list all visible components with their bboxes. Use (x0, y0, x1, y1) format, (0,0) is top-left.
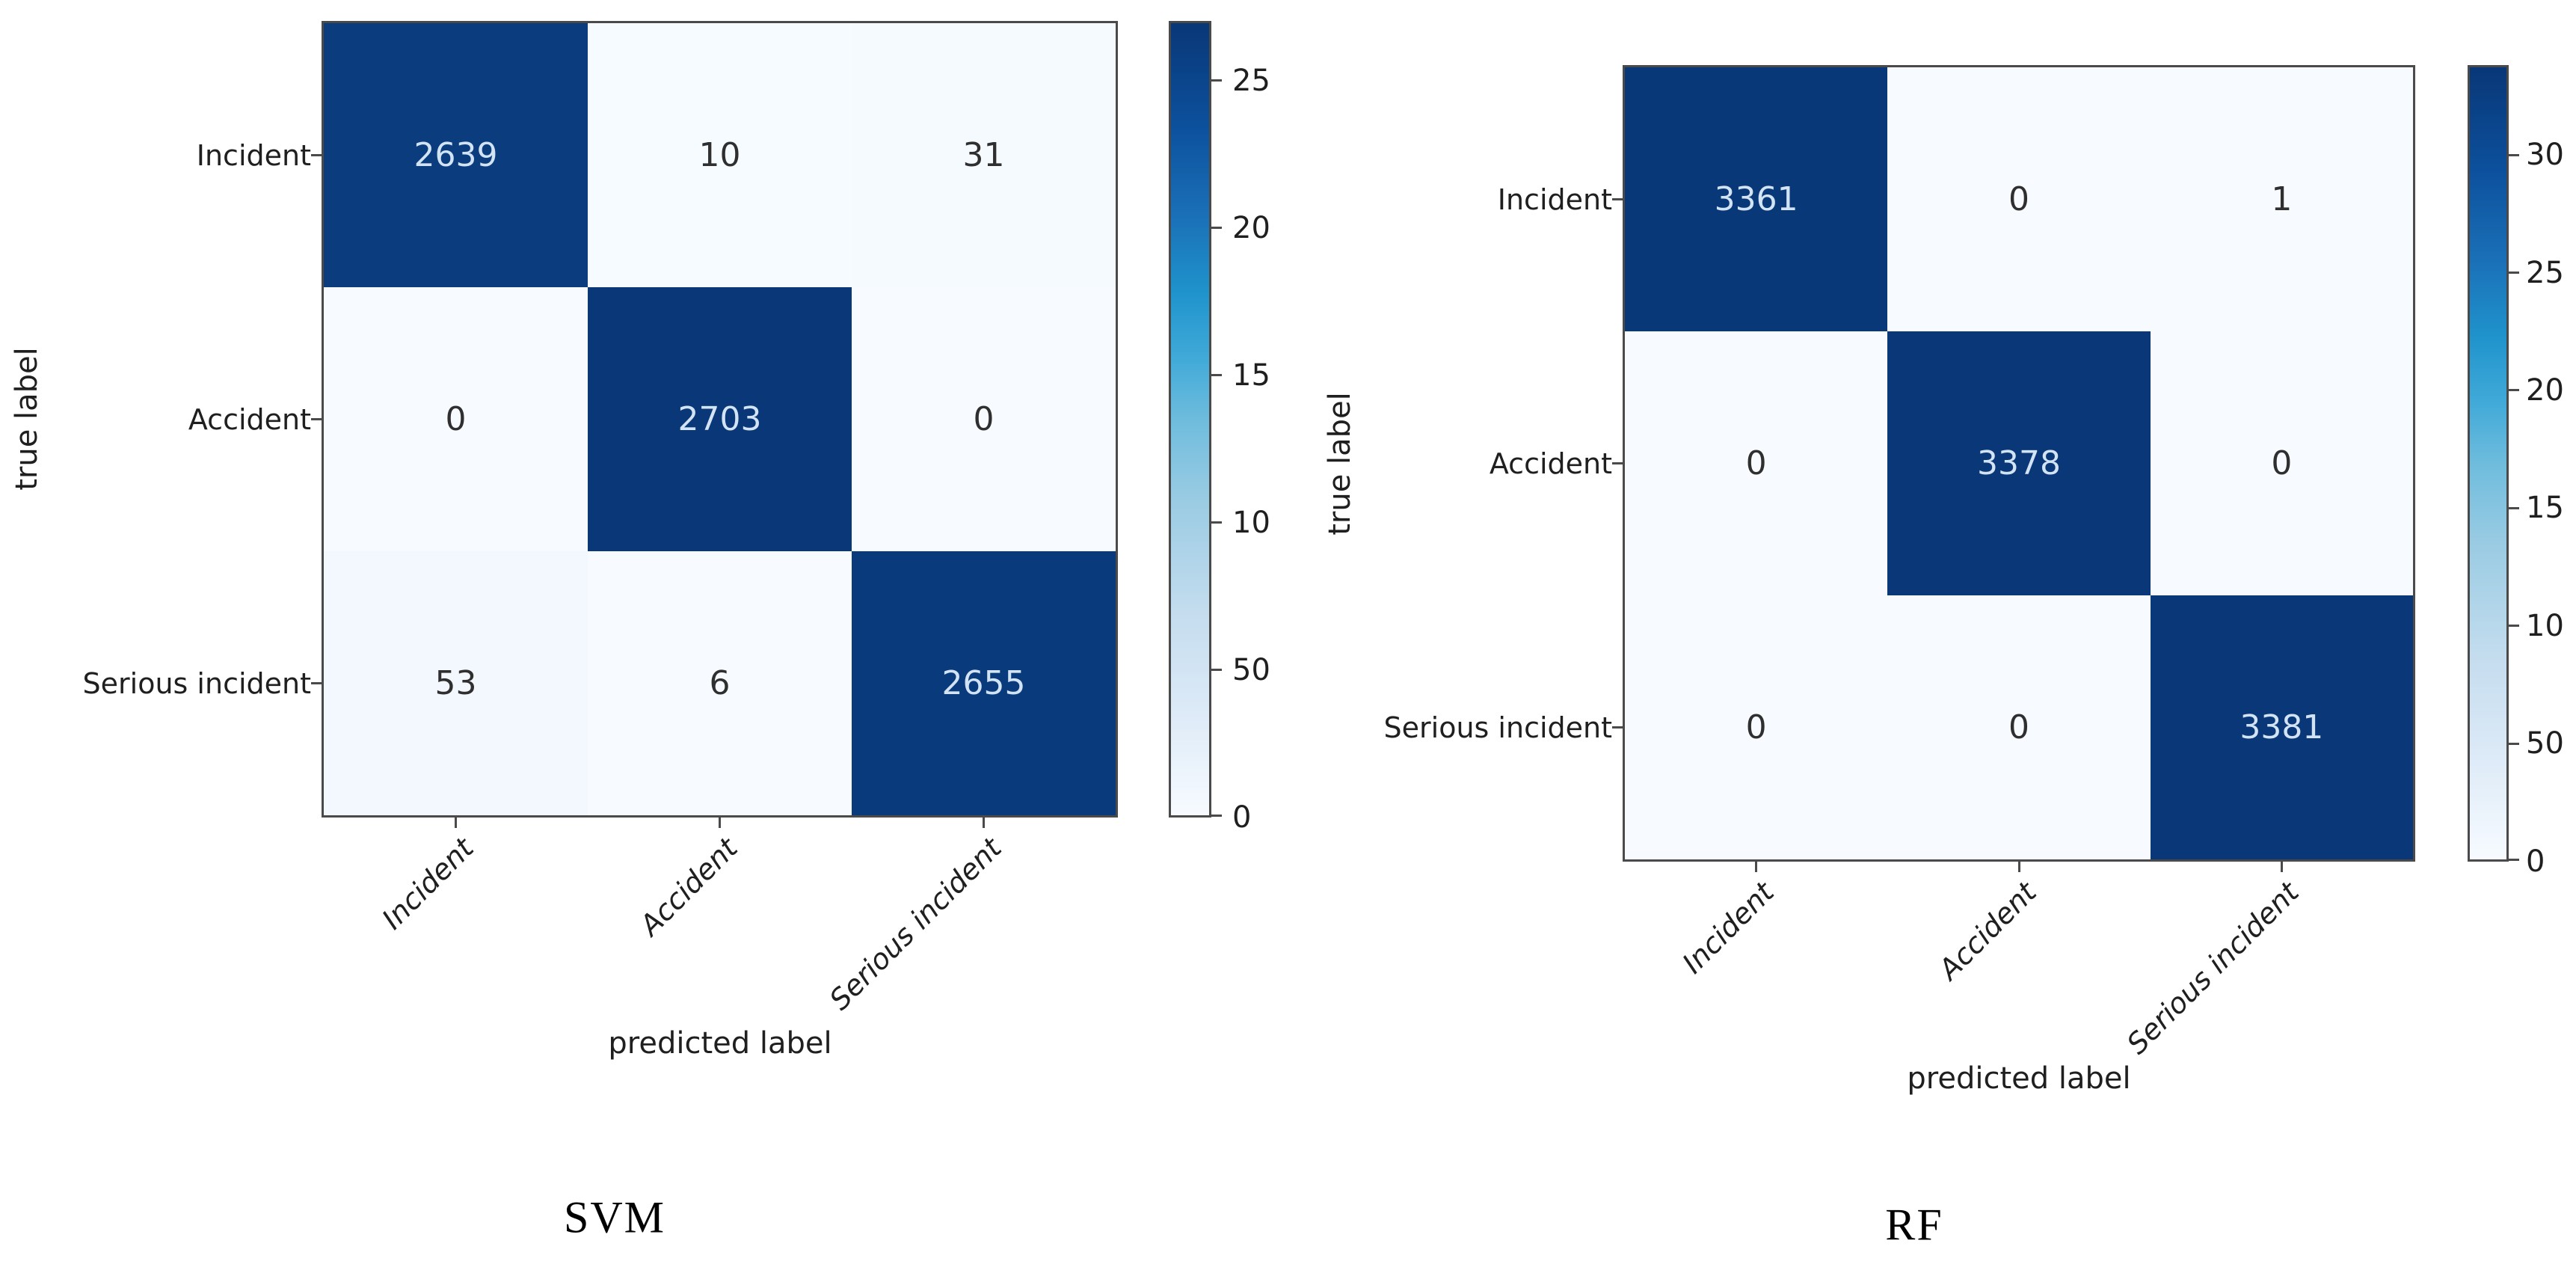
rf-x-axis-label: predicted label (1907, 1061, 2131, 1096)
cell-value: 3381 (2240, 708, 2324, 746)
colorbar-tick-mark (2509, 858, 2519, 861)
cell-r1c2: 0 (852, 287, 1116, 551)
colorbar-tick-mark (1211, 521, 1222, 524)
y-tick-mark (1612, 462, 1623, 464)
cell-value: 3361 (1714, 180, 1798, 218)
svm-colorbar (1169, 21, 1211, 818)
x-tick-label: Serious incident (823, 831, 1008, 1016)
colorbar-tick-label: 15 (1232, 358, 1270, 393)
cell-value: 0 (1745, 444, 1767, 482)
cell-r1c0: 0 (324, 287, 588, 551)
cell-value: 0 (2271, 444, 2293, 482)
colorbar-tick-label: 50 (1232, 652, 1270, 687)
colorbar-tick-label: 0 (2526, 844, 2545, 879)
x-tick-mark (455, 818, 457, 828)
x-tick-mark (2280, 862, 2283, 872)
colorbar-tick-label: 50 (2526, 726, 2564, 761)
y-tick-label: Serious incident (1383, 711, 1612, 744)
colorbar-tick-mark (2509, 506, 2519, 509)
y-tick-label: Accident (1489, 447, 1612, 480)
colorbar-tick-label: 30 (2526, 138, 2564, 173)
rf-colorbar (2468, 65, 2509, 862)
colorbar-tick-mark (2509, 389, 2519, 392)
cell-r0c1: 0 (1887, 67, 2151, 331)
cell-r2c1: 6 (588, 551, 852, 815)
colorbar-tick-label: 25 (2526, 255, 2564, 290)
y-tick-label: Incident (1497, 183, 1612, 216)
y-tick-mark (311, 682, 322, 684)
x-tick-label: Incident (1676, 875, 1780, 981)
x-tick-label: Accident (633, 831, 744, 942)
colorbar-tick-mark (1211, 814, 1222, 817)
colorbar-tick-label: 0 (1232, 800, 1252, 835)
x-tick-mark (719, 818, 721, 828)
rf-heatmap-plot: 3361 0 1 0 3378 0 0 0 3381 (1623, 65, 2415, 862)
cell-value: 1 (2271, 180, 2293, 218)
cell-value: 3378 (1977, 444, 2061, 482)
colorbar-tick-label: 10 (1232, 505, 1270, 540)
caption-rf: RF (1885, 1200, 1943, 1250)
cell-value: 53 (434, 664, 477, 702)
cell-r0c2: 31 (852, 23, 1116, 287)
cell-r0c0: 3361 (1625, 67, 1888, 331)
colorbar-tick-mark (2509, 272, 2519, 274)
y-tick-mark (311, 418, 322, 420)
cell-value: 0 (445, 400, 467, 438)
svm-x-axis-label: predicted label (608, 1026, 832, 1061)
colorbar-tick-mark (1211, 79, 1222, 82)
x-tick-label: Incident (375, 831, 480, 936)
cell-value: 0 (2008, 180, 2029, 218)
x-tick-mark (983, 818, 985, 828)
cell-r0c0: 2639 (324, 23, 588, 287)
cell-value: 2655 (941, 664, 1026, 702)
x-tick-mark (2017, 862, 2020, 872)
y-tick-label: Accident (188, 402, 311, 436)
cell-r2c1: 0 (1887, 595, 2151, 859)
y-tick-mark (1612, 726, 1623, 729)
colorbar-tick-label: 15 (2526, 491, 2564, 526)
cell-r2c2: 2655 (852, 551, 1116, 815)
x-tick-label: Accident (1932, 875, 2043, 987)
cell-r2c2: 3381 (2150, 595, 2413, 859)
svm-y-axis-label: true label (10, 347, 44, 491)
colorbar-tick-mark (1211, 669, 1222, 672)
cell-r1c1: 3378 (1887, 331, 2151, 595)
cell-value: 10 (698, 136, 741, 174)
y-tick-mark (311, 154, 322, 156)
cell-r2c0: 53 (324, 551, 588, 815)
colorbar-tick-mark (1211, 374, 1222, 377)
svm-heatmap-plot: 2639 10 31 0 2703 0 53 6 2655 (322, 21, 1118, 818)
colorbar-tick-label: 25 (1232, 63, 1270, 98)
y-tick-mark (1612, 198, 1623, 200)
colorbar-tick-label: 10 (2526, 608, 2564, 643)
x-tick-label: Serious incident (2121, 875, 2306, 1061)
cell-r0c2: 1 (2150, 67, 2413, 331)
colorbar-tick-mark (1211, 227, 1222, 230)
colorbar-tick-label: 20 (1232, 210, 1270, 245)
caption-svm: SVM (563, 1192, 666, 1242)
cell-r1c2: 0 (2150, 331, 2413, 595)
cell-r2c0: 0 (1625, 595, 1888, 859)
cell-value: 0 (973, 400, 995, 438)
colorbar-tick-mark (2509, 625, 2519, 628)
colorbar-tick-mark (2509, 742, 2519, 745)
cell-value: 0 (1745, 708, 1767, 746)
cell-value: 6 (709, 664, 731, 702)
colorbar-tick-label: 20 (2526, 372, 2564, 408)
cell-value: 0 (2008, 708, 2029, 746)
colorbar-tick-mark (2509, 153, 2519, 156)
cell-value: 2703 (677, 400, 762, 438)
cell-value: 31 (962, 136, 1005, 174)
y-tick-label: Incident (196, 138, 311, 172)
cell-r1c0: 0 (1625, 331, 1888, 595)
cell-r1c1: 2703 (588, 287, 852, 551)
y-tick-label: Serious incident (82, 666, 311, 700)
cell-r0c1: 10 (588, 23, 852, 287)
cell-value: 2639 (414, 136, 498, 174)
x-tick-mark (1755, 862, 1758, 872)
